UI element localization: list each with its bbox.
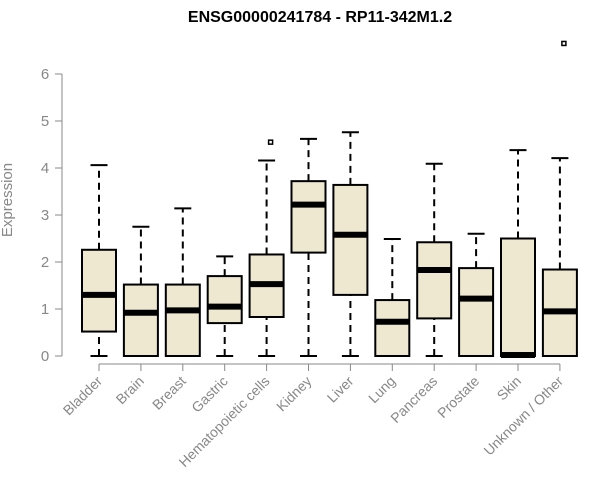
iqr-box xyxy=(290,180,327,254)
iqr-box xyxy=(164,283,201,357)
box-pancreas xyxy=(416,162,453,357)
x-tick-label: Bladder xyxy=(60,373,106,419)
y-tick-label: 4 xyxy=(41,160,49,177)
box-liver xyxy=(332,131,369,357)
outlier-point xyxy=(561,40,567,47)
iqr-box xyxy=(81,248,117,333)
box-unknown-other xyxy=(541,40,578,357)
y-axis: 0 1 2 3 4 5 6 xyxy=(41,66,63,365)
iqr-box xyxy=(122,283,159,357)
iqr-box xyxy=(206,275,243,325)
iqr-box xyxy=(374,299,411,358)
box-gastric xyxy=(206,255,243,357)
x-tick-label: Prostate xyxy=(434,373,482,421)
x-tick-label: Lung xyxy=(365,373,398,406)
x-tick-label: Pancreas xyxy=(387,373,440,426)
box-brain xyxy=(122,225,159,357)
iqr-box xyxy=(500,237,536,357)
boxes-group xyxy=(81,40,578,359)
y-tick-label: 6 xyxy=(41,66,49,83)
y-tick-label: 5 xyxy=(41,113,49,130)
x-tick-label: Brain xyxy=(113,373,147,407)
iqr-box xyxy=(458,267,495,357)
box-bladder xyxy=(81,164,117,357)
x-tick-label: Liver xyxy=(324,373,357,406)
outlier-point xyxy=(267,139,274,145)
y-tick-label: 1 xyxy=(41,301,49,318)
box-hematopoietic-cells xyxy=(248,139,285,357)
box-breast xyxy=(164,207,201,357)
y-axis-label: Expression xyxy=(0,163,16,237)
x-tick-label: Skin xyxy=(494,373,525,404)
chart-title: ENSG00000241784 - RP11-342M1.2 xyxy=(188,9,452,26)
box-skin xyxy=(500,149,536,359)
iqr-box xyxy=(416,241,453,320)
x-tick-label: Kidney xyxy=(273,373,315,415)
box-lung xyxy=(374,237,411,358)
box-kidney xyxy=(290,137,327,357)
x-tick-label: Breast xyxy=(149,373,189,413)
y-tick-label: 3 xyxy=(41,207,49,224)
box-prostate xyxy=(458,232,495,357)
iqr-box xyxy=(332,183,369,296)
x-tick-label: Unknown / Other xyxy=(480,373,566,459)
y-tick-label: 2 xyxy=(41,254,49,271)
y-tick-label: 0 xyxy=(41,348,49,365)
